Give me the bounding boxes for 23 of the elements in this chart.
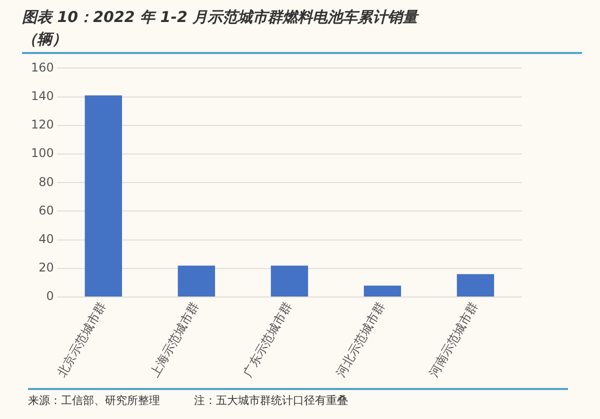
y-tick-label: 60 xyxy=(38,203,54,218)
chart-title: 图表 10：2022 年 1-2 月示范城市群燃料电池车累计销量 xyxy=(22,7,420,28)
y-tick-label: 140 xyxy=(31,88,54,103)
y-tick-label: 100 xyxy=(31,146,54,160)
y-tick-label: 80 xyxy=(38,174,54,189)
bar xyxy=(270,266,308,297)
chart-subtitle: （辆） xyxy=(22,29,68,50)
x-tick-label: 河南示范城市群 xyxy=(426,300,481,380)
text: 注：五大城市群统计口径有重叠 xyxy=(194,393,348,408)
y-tick-label: 20 xyxy=(38,260,54,275)
bar xyxy=(456,274,494,297)
y-tick-label: 120 xyxy=(31,118,54,132)
x-tick-label: 河北示范城市群 xyxy=(334,300,388,380)
bar xyxy=(84,95,122,297)
x-tick-label: 上海示范城市群 xyxy=(148,300,202,380)
bar xyxy=(364,286,402,297)
source-note: 来源：工信部、研究所整理 xyxy=(28,393,160,408)
x-tick-label: 广东示范城市群 xyxy=(240,300,295,380)
bar xyxy=(178,266,216,297)
x-tick-label: 北京示范城市群 xyxy=(54,300,109,380)
y-tick-label: 40 xyxy=(38,232,54,246)
y-tick-label: 160 xyxy=(31,60,54,74)
y-tick-label: 0 xyxy=(46,289,54,304)
